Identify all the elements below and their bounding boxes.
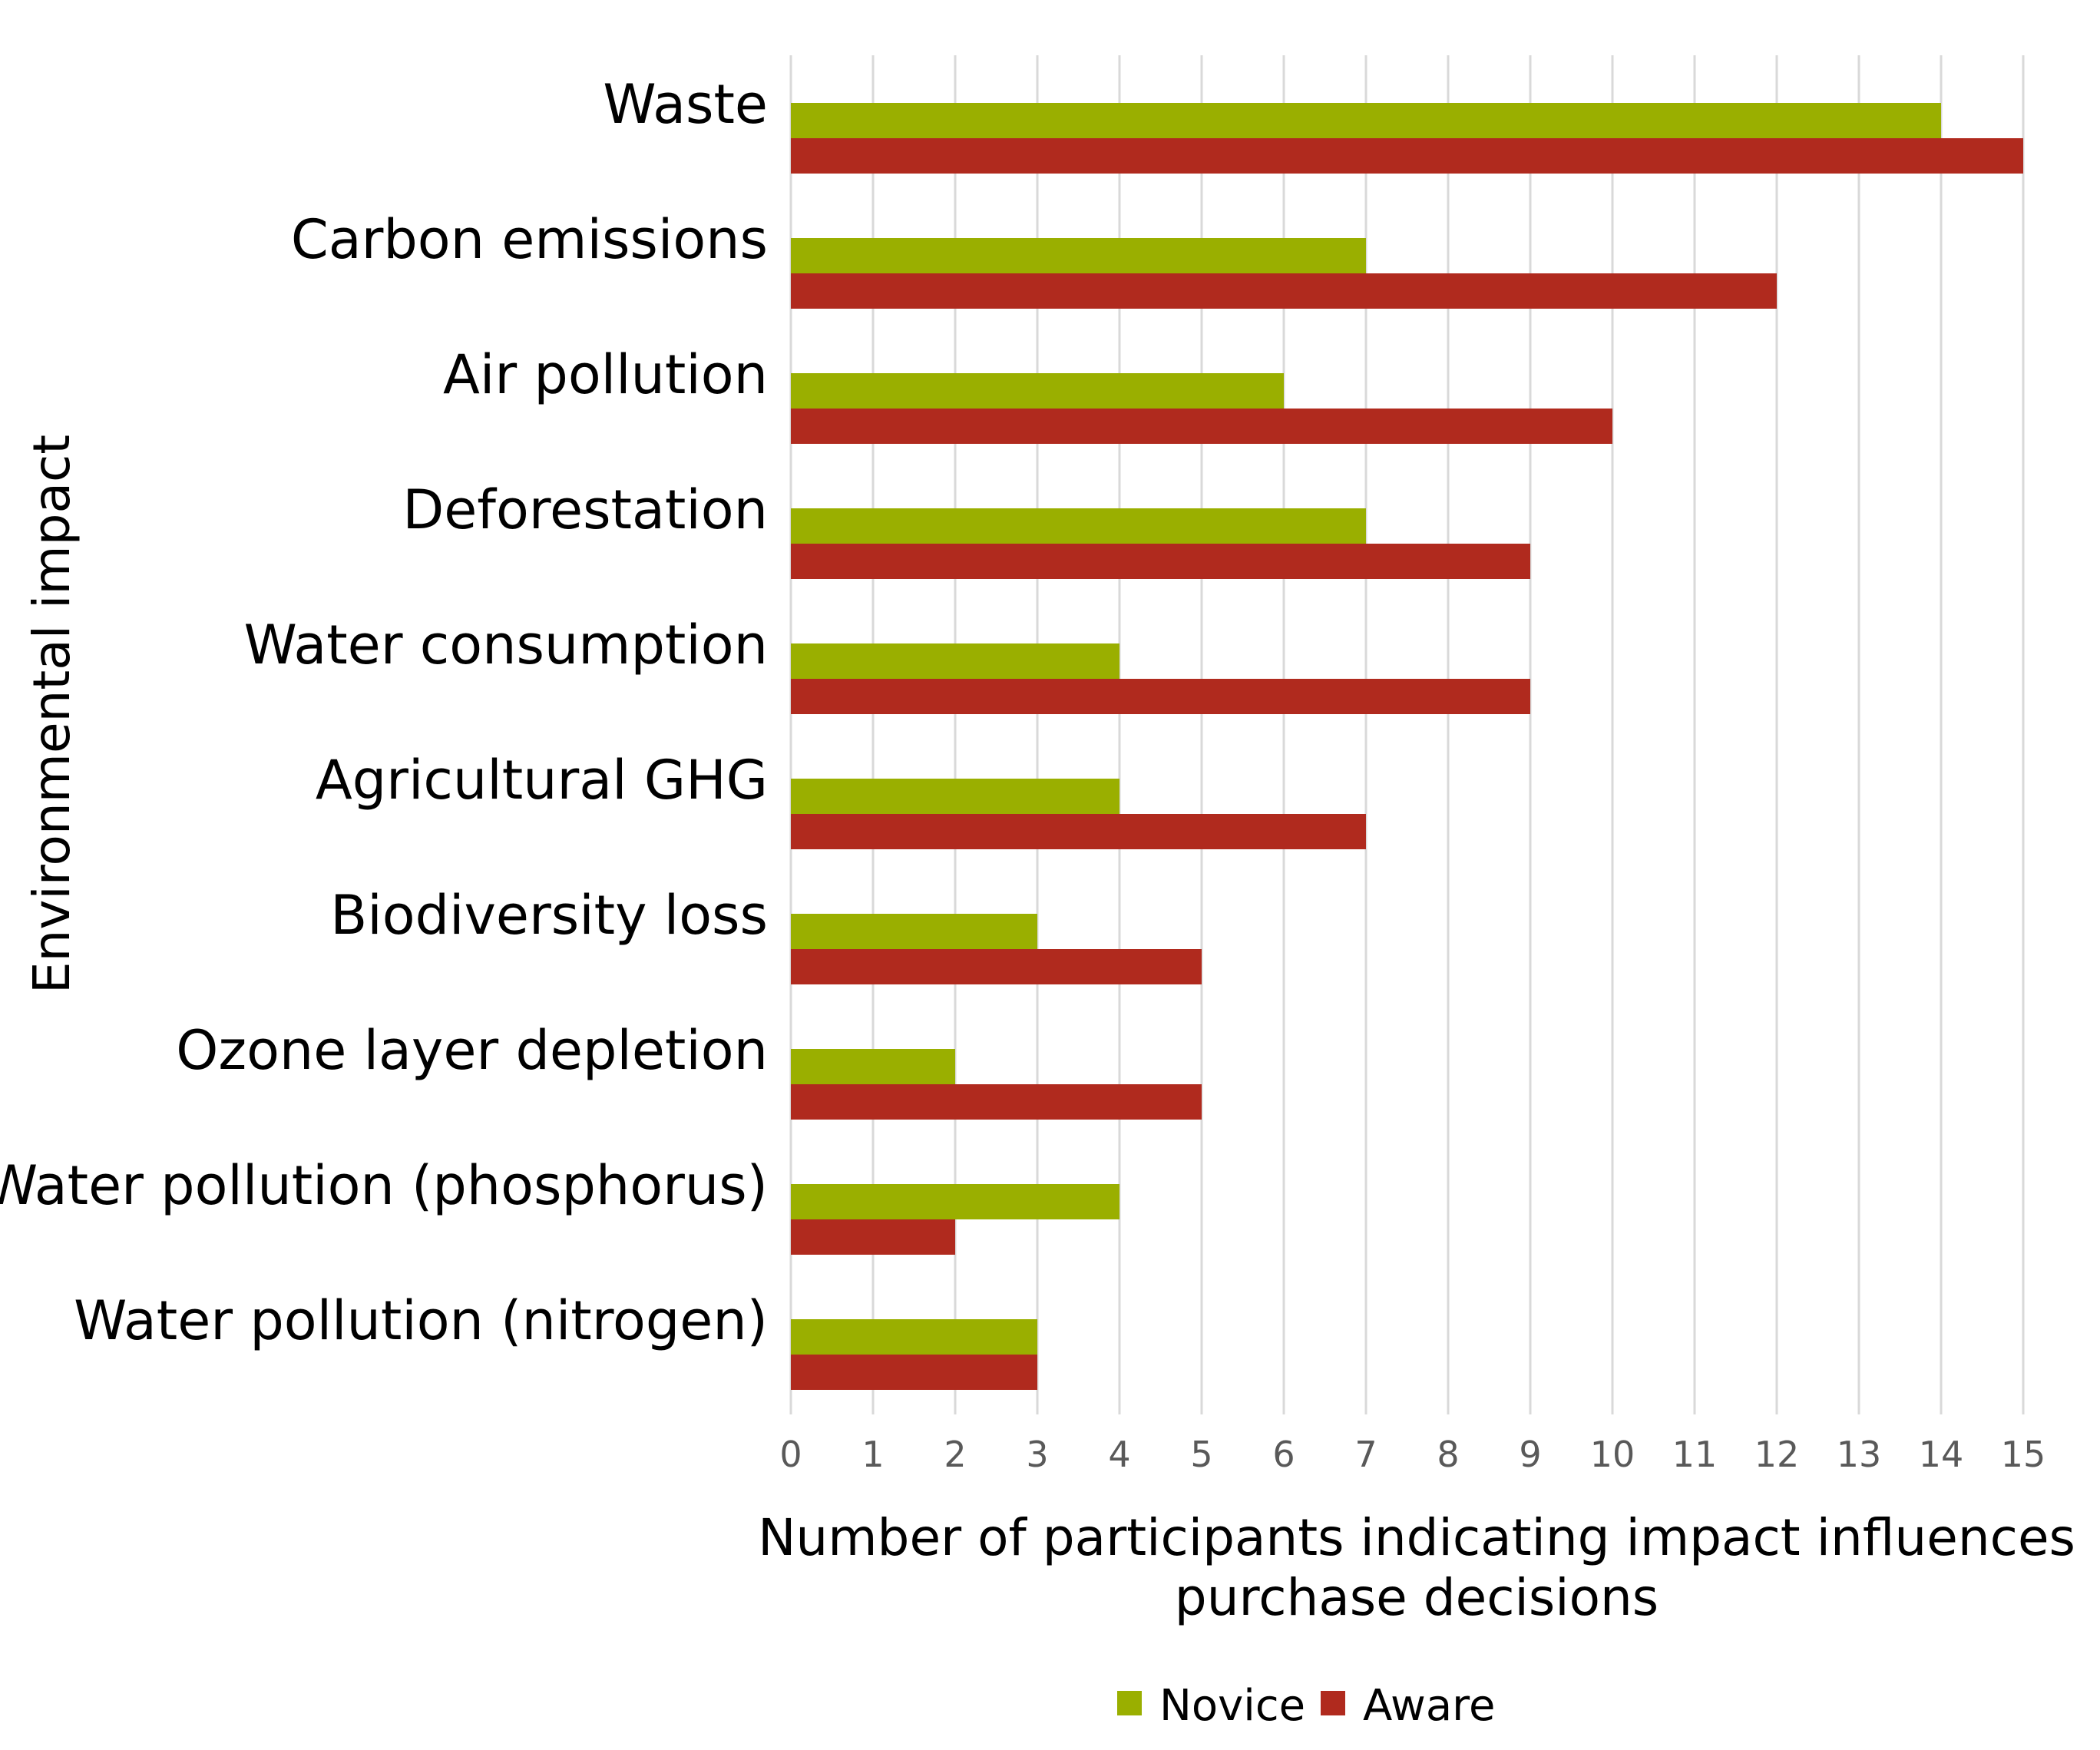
legend-swatch-novice — [1117, 1691, 1142, 1715]
bar-novice — [791, 238, 1366, 273]
bar-novice — [791, 1049, 955, 1084]
category-label: Deforestation — [402, 478, 768, 541]
bar-novice — [791, 1184, 1119, 1219]
bar-aware — [791, 679, 1530, 714]
bar-aware — [791, 1355, 1037, 1390]
bar-aware — [791, 814, 1366, 849]
category-label: Water consumption — [244, 614, 768, 677]
x-tick-label: 12 — [1754, 1434, 1800, 1475]
bar-aware — [791, 949, 1202, 984]
category-label: Agricultural GHG — [316, 749, 768, 812]
y-axis-title: Environmental impact — [22, 435, 81, 994]
legend-label-novice: Novice — [1159, 1681, 1305, 1731]
x-tick-label: 13 — [1837, 1434, 1882, 1475]
bar-novice — [791, 914, 1037, 949]
category-label: Water pollution (phosphorus) — [0, 1154, 768, 1217]
legend-label-aware: Aware — [1363, 1681, 1495, 1731]
bar-novice — [791, 1319, 1037, 1355]
bar-aware — [791, 273, 1777, 309]
x-tick-label: 4 — [1108, 1434, 1130, 1475]
x-tick-label: 6 — [1272, 1434, 1295, 1475]
category-label: Biodiversity loss — [330, 884, 768, 947]
bar-aware — [791, 138, 2023, 174]
x-tick-label: 3 — [1026, 1434, 1048, 1475]
bars — [791, 103, 2023, 1390]
x-tick-label: 14 — [1919, 1434, 1964, 1475]
bar-aware — [791, 1084, 1202, 1120]
bar-novice — [791, 779, 1119, 814]
x-axis-title-line-1: Number of participants indicating impact… — [758, 1508, 2075, 1567]
bar-aware — [791, 544, 1530, 579]
x-tick-label: 5 — [1190, 1434, 1212, 1475]
x-tick-label: 15 — [2001, 1434, 2046, 1475]
bar-aware — [791, 409, 1612, 444]
legend-swatch-aware — [1321, 1691, 1345, 1715]
category-label: Water pollution (nitrogen) — [74, 1289, 768, 1352]
category-label: Ozone layer depletion — [176, 1019, 768, 1082]
x-tick-label: 1 — [861, 1434, 884, 1475]
legend: Novice Aware — [1117, 1681, 1495, 1731]
bar-novice — [791, 508, 1366, 544]
x-tick-label: 7 — [1354, 1434, 1377, 1475]
category-labels: Waste Carbon emissions Air pollution Defore… — [0, 73, 768, 1352]
x-tick-label: 9 — [1519, 1434, 1541, 1475]
x-tick-label: 11 — [1672, 1434, 1718, 1475]
bar-novice — [791, 373, 1284, 409]
bar-aware — [791, 1219, 955, 1255]
category-label: Waste — [603, 73, 768, 136]
bar-novice — [791, 103, 1941, 138]
x-tick-label: 2 — [944, 1434, 966, 1475]
category-label: Carbon emissions — [291, 208, 768, 271]
x-tick-label: 0 — [779, 1434, 802, 1475]
x-axis-title-line-2: purchase decisions — [1175, 1568, 1659, 1627]
category-label: Air pollution — [443, 343, 768, 406]
x-tick-label: 8 — [1437, 1434, 1459, 1475]
x-tick-label: 10 — [1590, 1434, 1635, 1475]
x-tick-labels: 0 1 2 3 4 5 6 7 8 9 10 11 12 13 14 15 — [779, 1434, 2045, 1475]
bar-novice — [791, 643, 1119, 679]
